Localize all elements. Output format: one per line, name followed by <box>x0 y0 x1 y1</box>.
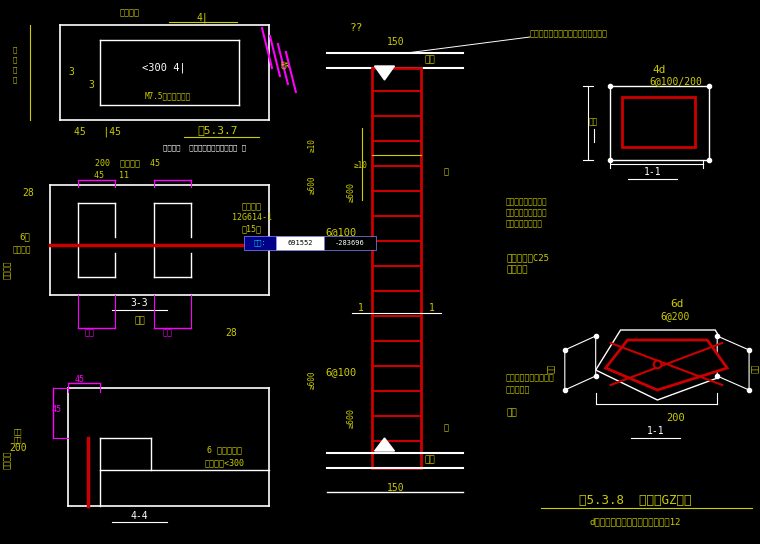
Text: 墙厚: 墙厚 <box>751 363 759 373</box>
Polygon shape <box>717 336 749 390</box>
Bar <box>372 68 421 468</box>
Text: 45: 45 <box>74 375 84 385</box>
Bar <box>244 236 276 250</box>
Polygon shape <box>375 66 394 80</box>
Text: 墙: 墙 <box>13 47 17 53</box>
Polygon shape <box>565 336 596 390</box>
Text: ≥600: ≥600 <box>307 371 316 390</box>
Text: 宽度: 宽度 <box>14 437 22 443</box>
Polygon shape <box>596 330 739 400</box>
Text: 槽深: 槽深 <box>84 329 95 337</box>
Text: 距: 距 <box>13 77 17 83</box>
Text: ≥600: ≥600 <box>346 182 355 202</box>
Bar <box>324 236 375 250</box>
Text: 梁面: 梁面 <box>425 55 435 65</box>
Text: ≥10: ≥10 <box>353 160 368 170</box>
Text: 线槽: 线槽 <box>14 429 22 435</box>
Text: 200: 200 <box>9 443 27 453</box>
Text: 150: 150 <box>387 37 404 47</box>
Text: 200: 200 <box>666 413 685 423</box>
Text: ≥10: ≥10 <box>307 138 316 152</box>
Text: 预留插筋直径与根数同: 预留插筋直径与根数同 <box>506 374 555 382</box>
Text: 3-3: 3-3 <box>131 298 148 308</box>
Text: 砖缝一根: 砖缝一根 <box>13 245 31 255</box>
Text: 4-4: 4-4 <box>131 511 148 521</box>
Text: 梁: 梁 <box>444 423 448 432</box>
Text: 28: 28 <box>225 328 237 338</box>
Text: 150: 150 <box>387 483 404 493</box>
Text: 6 每砖缝一根: 6 每砖缝一根 <box>207 446 242 454</box>
Text: 槽深: 槽深 <box>163 329 173 337</box>
Text: 6@200: 6@200 <box>660 311 690 321</box>
Text: 开槽长度<300: 开槽长度<300 <box>204 459 244 467</box>
Text: M7.5水泥砂浆填塞: M7.5水泥砂浆填塞 <box>144 91 191 101</box>
Text: 预留插筋、根数、直径同构造柱纵筋: 预留插筋、根数、直径同构造柱纵筋 <box>530 29 608 39</box>
Text: 45: 45 <box>277 59 287 71</box>
Text: 命令:: 命令: <box>254 240 266 246</box>
Text: 可采用活动板模夹: 可采用活动板模夹 <box>506 219 543 228</box>
Text: 6@100: 6@100 <box>325 227 356 237</box>
Text: 水平管线: 水平管线 <box>119 9 140 17</box>
Text: 图15页: 图15页 <box>242 225 262 233</box>
Text: 梁面: 梁面 <box>425 455 435 465</box>
Text: 间: 间 <box>13 67 17 73</box>
Text: 45   |45: 45 |45 <box>74 127 121 137</box>
Text: -283696: -283696 <box>334 240 365 246</box>
Text: 当为非承重墙体的构: 当为非承重墙体的构 <box>506 197 548 207</box>
Text: 墙厚: 墙厚 <box>589 118 598 127</box>
Text: 691552: 691552 <box>287 240 312 246</box>
Text: 1-1: 1-1 <box>644 167 661 177</box>
Text: 混凝土采用C25: 混凝土采用C25 <box>506 254 549 263</box>
Text: 1: 1 <box>358 303 363 313</box>
Text: 线槽宽度: 线槽宽度 <box>4 451 12 469</box>
Text: 1-1: 1-1 <box>647 426 664 436</box>
Text: 6@100/200: 6@100/200 <box>649 76 701 86</box>
Text: 4d: 4d <box>653 65 667 75</box>
Text: 图5.3.8  构造柱GZ做法: 图5.3.8 构造柱GZ做法 <box>579 493 692 506</box>
Text: 筋: 筋 <box>13 57 17 63</box>
Text: 200  线槽宽度  45: 200 线槽宽度 45 <box>95 158 160 168</box>
Text: （后浇）: （后浇） <box>506 265 527 275</box>
Text: 线槽宽度  开槽总深应不大于墙厚的 半: 线槽宽度 开槽总深应不大于墙厚的 半 <box>163 145 245 151</box>
Text: 3: 3 <box>69 67 74 77</box>
Bar <box>622 97 695 147</box>
Text: 28: 28 <box>22 188 33 198</box>
Text: ≥600: ≥600 <box>346 408 355 428</box>
Text: 梁面: 梁面 <box>506 409 517 417</box>
Text: 马牙槎见: 马牙槎见 <box>242 202 262 212</box>
Text: 墙厚: 墙厚 <box>547 363 556 373</box>
Polygon shape <box>375 438 394 451</box>
Text: 线槽宽度: 线槽宽度 <box>4 261 12 279</box>
Text: 梁: 梁 <box>444 168 448 176</box>
Text: 4|: 4| <box>196 13 208 23</box>
Bar <box>610 86 709 160</box>
Bar <box>276 236 324 250</box>
Text: 6每: 6每 <box>20 232 30 242</box>
Text: 6@100: 6@100 <box>325 367 356 377</box>
Text: ≥600: ≥600 <box>307 176 316 194</box>
Text: 6d: 6d <box>670 299 684 309</box>
Text: 图5.3.7: 图5.3.7 <box>197 125 237 135</box>
Text: 造柱时，留设孔眼，: 造柱时，留设孔眼， <box>506 208 548 218</box>
Text: 3: 3 <box>89 80 94 90</box>
Text: d详有关结构详图，未注明时均为12: d详有关结构详图，未注明时均为12 <box>590 517 681 527</box>
Text: 墙厚: 墙厚 <box>134 317 145 325</box>
Text: 12G614-1: 12G614-1 <box>232 213 272 222</box>
Text: <300 4|: <300 4| <box>142 63 186 73</box>
Text: ??: ?? <box>350 23 363 33</box>
Text: 1: 1 <box>429 303 434 313</box>
Polygon shape <box>606 340 727 390</box>
Text: 构造柱纵筋: 构造柱纵筋 <box>506 386 530 394</box>
Text: 45   11: 45 11 <box>94 170 129 180</box>
Text: 45: 45 <box>52 405 62 415</box>
